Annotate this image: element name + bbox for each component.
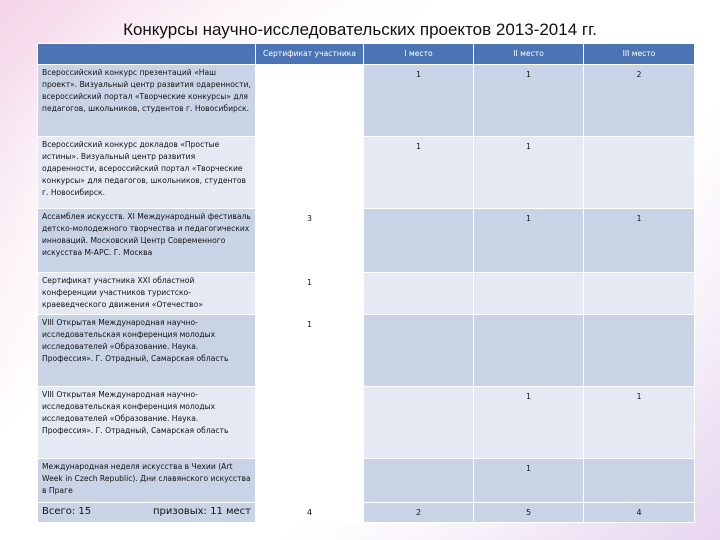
table-row: Сертификат участника XXI областной конфе…	[37, 272, 695, 315]
first-place-count	[363, 208, 474, 273]
table-row: Всероссийский конкурс докладов «Простые …	[37, 136, 695, 209]
first-place-count	[363, 314, 474, 387]
header-first-place: I место	[363, 43, 474, 65]
first-place-count	[363, 386, 474, 459]
contest-name: Всероссийский конкурс презентаций «Наш п…	[37, 64, 256, 137]
contest-name: Сертификат участника XXI областной конфе…	[37, 272, 256, 315]
third-place-count: 1	[583, 208, 695, 273]
contest-name: Международная неделя искусства в Чехии (…	[37, 458, 256, 503]
page-title: Конкурсы научно-исследовательских проект…	[123, 20, 597, 39]
cert-count	[255, 386, 364, 459]
table-row: Всероссийский конкурс презентаций «Наш п…	[37, 64, 695, 137]
contest-name: VIII Открытая Международная научно-иссле…	[37, 386, 256, 459]
prize-count: призовых: 11 мест	[153, 506, 251, 517]
header-corner	[37, 43, 256, 65]
cert-count: 1	[255, 272, 364, 315]
third-place-count	[583, 272, 695, 315]
second-place-count	[473, 272, 584, 315]
contest-name: Ассамблея искусств. XI Международный фес…	[37, 208, 256, 273]
third-place-count	[583, 458, 695, 503]
first-place-count: 1	[363, 64, 474, 137]
total-first: 2	[363, 502, 474, 523]
second-place-count: 1	[473, 64, 584, 137]
first-place-count	[363, 458, 474, 503]
cert-count	[255, 64, 364, 137]
contests-table: Сертификат участника I место II место II…	[37, 43, 695, 523]
total-label: Всего: 15 призовых: 11 мест	[37, 502, 256, 523]
total-cert: 4	[255, 502, 364, 523]
total-second: 5	[473, 502, 584, 523]
second-place-count: 1	[473, 458, 584, 503]
total-row: Всего: 15 призовых: 11 мест 4 2 5 4	[37, 502, 695, 523]
third-place-count: 2	[583, 64, 695, 137]
contest-name: Всероссийский конкурс докладов «Простые …	[37, 136, 256, 209]
table-row: VIII Открытая Международная научно-иссле…	[37, 386, 695, 459]
header-third-place: III место	[583, 43, 695, 65]
cert-count	[255, 136, 364, 209]
first-place-count: 1	[363, 136, 474, 209]
total-count: Всего: 15	[42, 506, 92, 517]
table-row: Ассамблея искусств. XI Международный фес…	[37, 208, 695, 273]
header-certificate: Сертификат участника	[255, 43, 364, 65]
second-place-count: 1	[473, 136, 584, 209]
third-place-count	[583, 314, 695, 387]
table-row: Международная неделя искусства в Чехии (…	[37, 458, 695, 503]
third-place-count	[583, 136, 695, 209]
table-header-row: Сертификат участника I место II место II…	[37, 43, 695, 65]
cert-count: 3	[255, 208, 364, 273]
second-place-count: 1	[473, 208, 584, 273]
contest-name: VIII Открытая Международная научно-иссле…	[37, 314, 256, 387]
second-place-count	[473, 314, 584, 387]
second-place-count: 1	[473, 386, 584, 459]
total-third: 4	[583, 502, 695, 523]
third-place-count: 1	[583, 386, 695, 459]
table-row: VIII Открытая Международная научно-иссле…	[37, 314, 695, 387]
cert-count: 1	[255, 314, 364, 387]
header-second-place: II место	[473, 43, 584, 65]
first-place-count	[363, 272, 474, 315]
cert-count	[255, 458, 364, 503]
